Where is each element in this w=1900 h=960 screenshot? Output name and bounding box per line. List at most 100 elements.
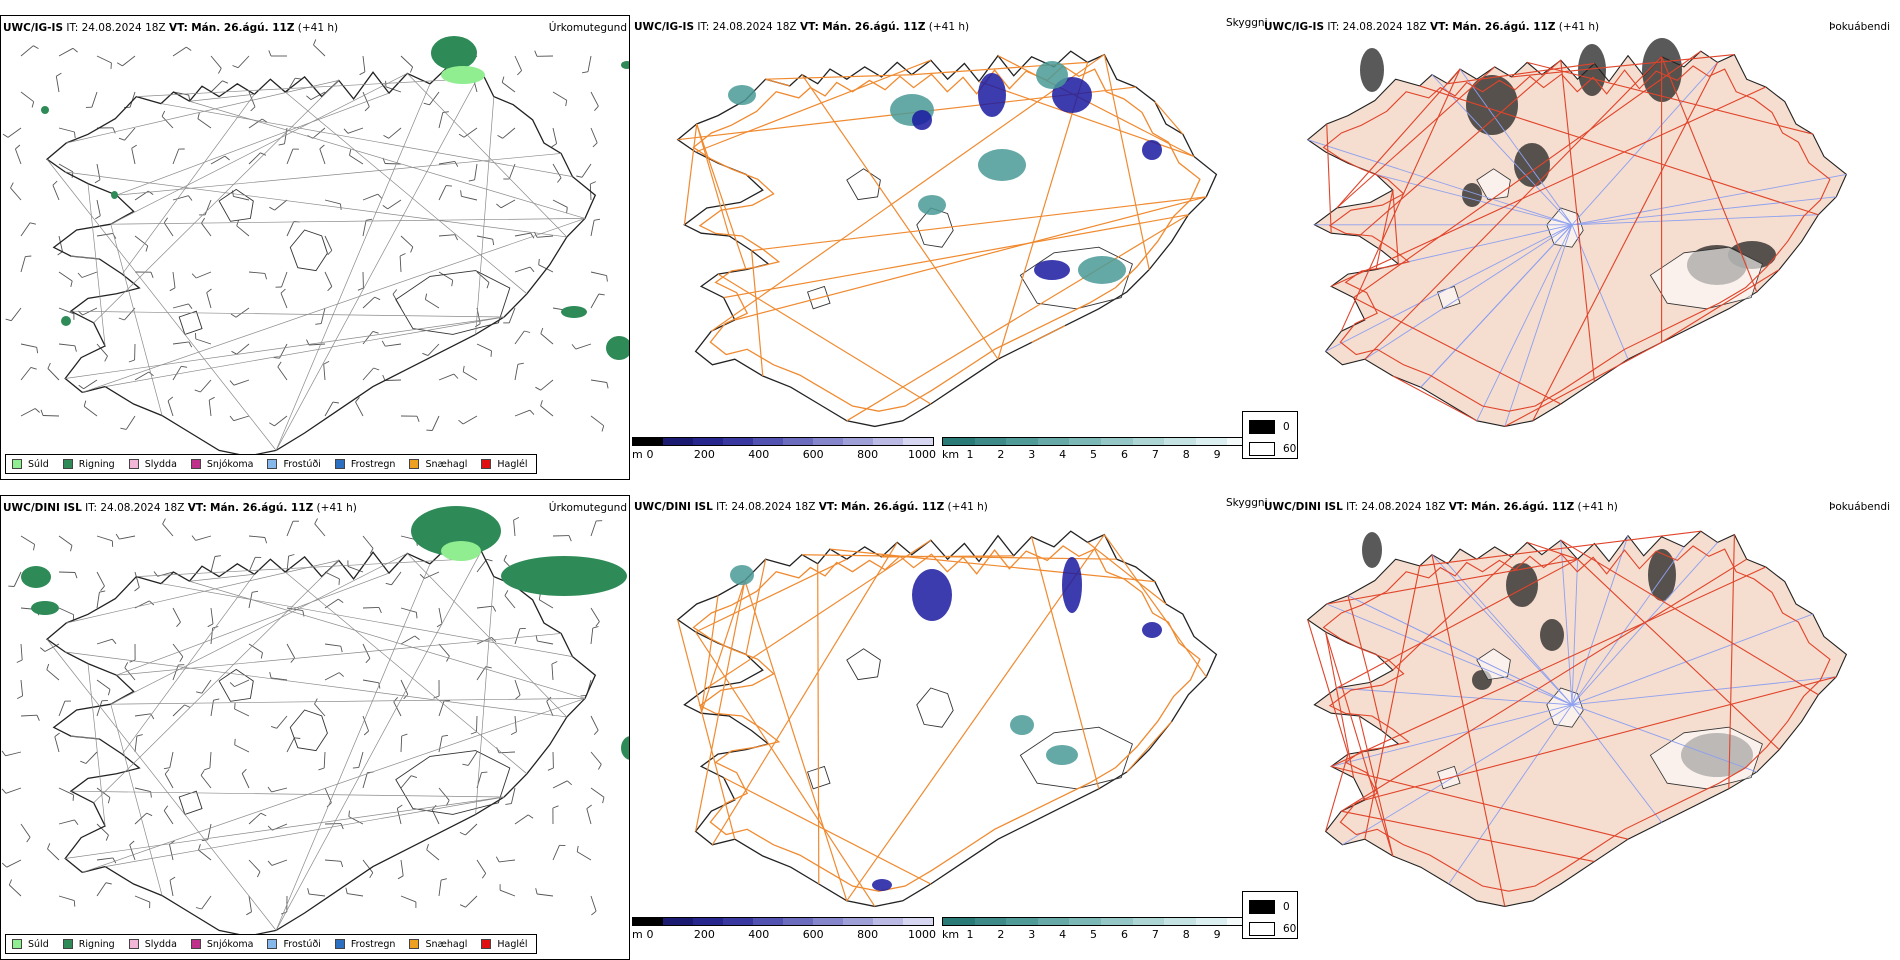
wind-barb-feather: [208, 624, 213, 627]
wind-barb-feather: [222, 81, 228, 83]
wind-barb: [278, 367, 287, 380]
wind-barb-feather: [75, 132, 76, 138]
wind-barb-feather: [531, 233, 534, 238]
wind-barb: [97, 592, 99, 608]
wind-barb-feather: [410, 67, 412, 73]
legend-item: Frostúði: [267, 939, 320, 950]
wind-barb-feather: [306, 96, 311, 100]
wind-barb-feather: [341, 646, 342, 652]
legend-swatch: [335, 939, 345, 949]
colorbar-segment: [1069, 918, 1101, 925]
wind-barb-feather: [15, 145, 20, 149]
wind-barb-feather: [252, 591, 258, 592]
road-line: [105, 797, 504, 867]
wind-barb-feather: [459, 134, 464, 137]
wind-barb: [477, 860, 486, 873]
wind-barb: [463, 372, 477, 380]
wind-barb: [59, 896, 74, 901]
wind-barb-feather: [339, 673, 344, 677]
wind-barb: [401, 236, 413, 247]
wind-barb: [588, 56, 591, 72]
fog-dense-area: [1362, 532, 1382, 568]
wind-barb: [287, 521, 293, 536]
wind-barb: [582, 164, 591, 177]
low-visibility-area: [1078, 256, 1126, 284]
wind-barb-feather: [230, 416, 234, 421]
wind-barb-feather: [112, 639, 116, 644]
wind-barb: [401, 680, 408, 695]
wind-barb: [515, 629, 520, 644]
wind-barb: [163, 524, 173, 536]
wind-barb: [168, 401, 173, 416]
wind-barb-feather: [75, 820, 79, 825]
wind-barb-feather: [577, 846, 578, 852]
wind-barb: [539, 265, 553, 272]
wind-barb: [15, 149, 21, 164]
wind-barb: [21, 92, 34, 102]
wind-barb: [500, 890, 515, 896]
wind-barb: [475, 164, 477, 180]
colorbar-tick: 9: [1214, 928, 1221, 941]
wind-barb-feather: [163, 519, 166, 524]
low-visibility-area: [918, 195, 946, 215]
wind-barb-feather: [382, 341, 385, 346]
precip-area: [21, 566, 51, 588]
wind-barb-feather: [147, 813, 152, 816]
wind-barb: [97, 56, 111, 63]
wind-barb: [541, 380, 553, 390]
wind-barb-feather: [30, 223, 36, 224]
wind-barb-feather: [189, 304, 193, 309]
road-line: [82, 698, 585, 872]
colorbar-segment: [753, 438, 783, 445]
wind-barb: [350, 155, 364, 164]
wind-barb: [325, 272, 332, 287]
wind-barb: [514, 520, 515, 536]
precip-area: [41, 106, 49, 114]
colorbar-segment: [753, 918, 783, 925]
wind-barb: [591, 628, 593, 644]
wind-barb: [92, 92, 97, 107]
wind-barb: [537, 894, 553, 896]
road-line: [476, 97, 494, 335]
wind-barb: [591, 128, 597, 143]
wind-barb-feather: [78, 273, 82, 278]
wind-barb: [135, 736, 137, 752]
wind-barb-feather: [397, 805, 402, 808]
wind-barb-feather: [373, 331, 379, 333]
visibility-panel-row2: UWC/DINI ISL IT: 24.08.2024 18Z VT: Mán.…: [632, 495, 1262, 960]
colorbar-strip: [632, 437, 934, 446]
legend-swatch: [481, 459, 491, 469]
wind-barb-feather: [31, 367, 37, 369]
wind-barb-feather: [192, 536, 196, 541]
colorbar-segment: [693, 438, 723, 445]
wind-barb-feather: [235, 703, 236, 709]
wind-barb-feather: [270, 672, 271, 678]
wind-barb-feather: [590, 182, 596, 184]
wind-barb: [126, 416, 135, 429]
wind-barb-feather: [607, 383, 608, 389]
road-line: [111, 704, 162, 895]
wind-barb-feather: [594, 219, 600, 220]
wind-barb: [577, 852, 591, 860]
legend-swatch: [129, 459, 139, 469]
wind-barb-feather: [314, 39, 316, 45]
wind-barb-feather: [269, 207, 274, 210]
legend-label: Haglél: [497, 459, 527, 470]
wind-barb: [553, 92, 567, 100]
colorbar-segment: [1006, 918, 1038, 925]
wind-barb: [8, 128, 21, 137]
wind-barb: [59, 128, 75, 132]
road-line: [117, 633, 562, 675]
wind-barb-feather: [482, 772, 488, 773]
legend-item: Rigning: [63, 939, 115, 950]
wind-barb: [249, 592, 252, 608]
wind-barb-feather: [269, 50, 271, 56]
wind-barb: [466, 896, 477, 907]
wind-barb: [401, 636, 415, 644]
wind-barb-feather: [73, 48, 78, 52]
colorbar-tick: 1000: [908, 928, 936, 941]
legend-item: Rigning: [63, 459, 115, 470]
legend-swatch: [12, 459, 22, 469]
colorbar-tick: 800: [857, 928, 878, 941]
